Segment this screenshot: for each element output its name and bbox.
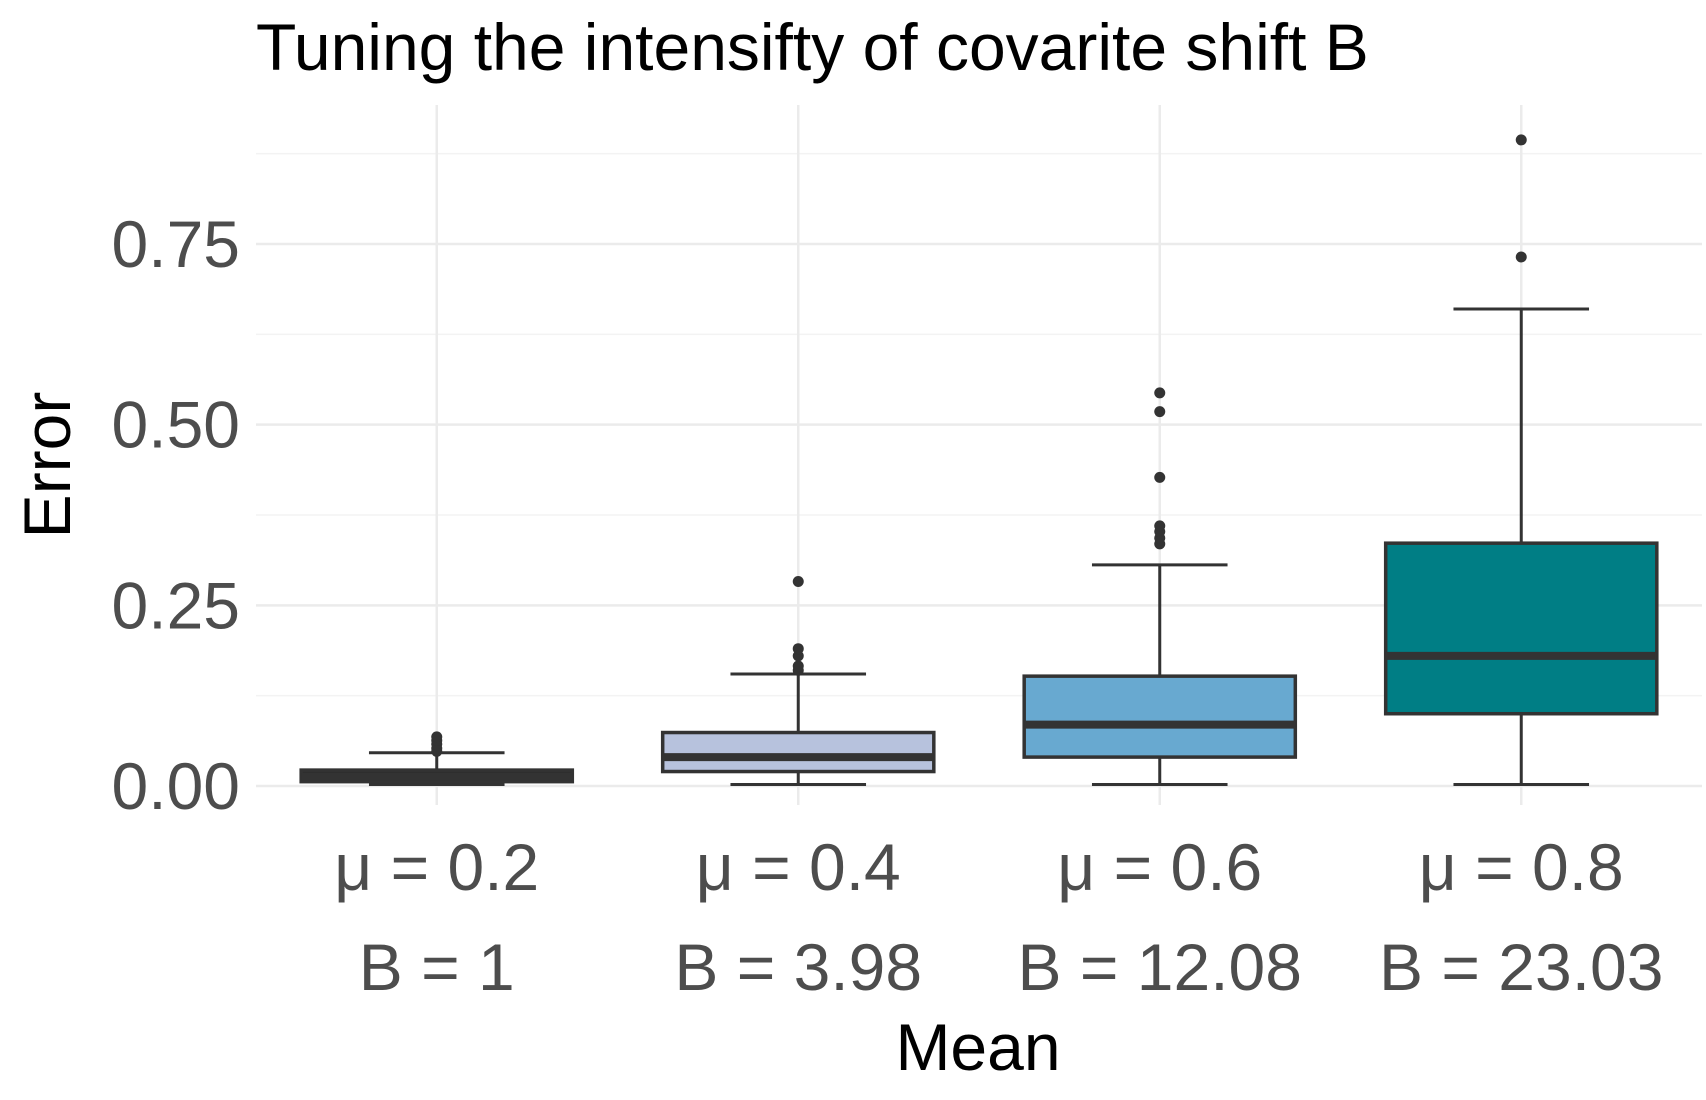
y-tick-label: 0.00	[112, 749, 240, 823]
outlier-point	[1154, 520, 1166, 532]
boxes	[299, 134, 1659, 787]
outlier-point	[792, 575, 804, 587]
x-tick-label-b: B = 3.98	[674, 930, 922, 1004]
x-tick-label-b: B = 1	[359, 930, 515, 1004]
iqr-box	[660, 730, 936, 774]
iqr-box	[1022, 674, 1298, 759]
x-tick-label-b: B = 12.08	[1018, 930, 1302, 1004]
axis-labels: 0.00 0.25 0.50 0.75 μ = 0.2 B = 1 μ = 0.4 B = 3…	[112, 207, 1664, 1004]
box-4	[1383, 134, 1659, 787]
outlier-point	[1154, 387, 1166, 399]
outlier-point	[1154, 406, 1166, 418]
outlier-point	[1154, 471, 1166, 483]
outlier-point	[792, 660, 804, 672]
outlier-point	[1515, 134, 1527, 146]
box-3	[1022, 387, 1298, 787]
y-tick-label: 0.25	[112, 568, 240, 642]
x-tick-label-b: B = 23.03	[1379, 930, 1663, 1004]
x-tick-label-mean: μ = 0.8	[1419, 830, 1624, 904]
outlier-point	[431, 731, 443, 743]
box-2	[660, 575, 936, 787]
outlier-point	[792, 643, 804, 655]
x-tick-label-mean: μ = 0.6	[1057, 830, 1262, 904]
x-tick-label-mean: μ = 0.2	[334, 830, 539, 904]
box-1	[299, 731, 575, 787]
x-tick-label-mean: μ = 0.4	[696, 830, 901, 904]
y-tick-label: 0.50	[112, 388, 240, 462]
chart-title: Tuning the intensifty of covarite shift …	[256, 10, 1369, 84]
x-axis-title: Mean	[895, 1010, 1060, 1084]
outlier-point	[1515, 251, 1527, 263]
y-axis-title: Error	[10, 392, 84, 539]
y-tick-label: 0.75	[112, 207, 240, 281]
iqr-box	[1383, 541, 1659, 716]
